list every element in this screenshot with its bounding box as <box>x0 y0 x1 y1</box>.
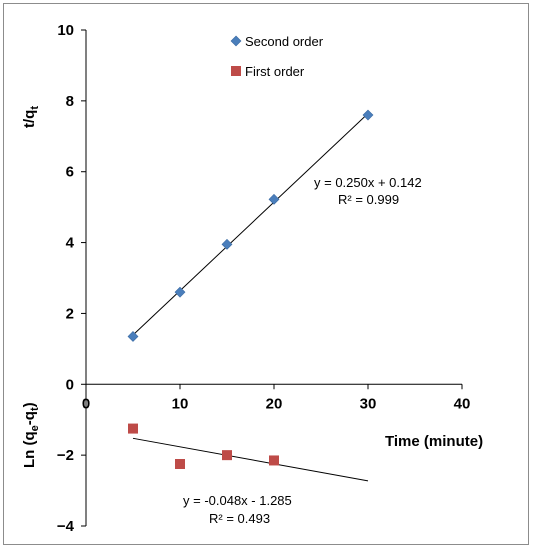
y-axis-title-lower-sub1: e <box>29 425 41 431</box>
legend-marker-second-order <box>230 35 242 47</box>
legend-square-icon <box>231 66 241 76</box>
y-axis-title-upper: t/qt <box>21 106 41 128</box>
data-point-second-order <box>221 238 233 250</box>
equation-second-order: y = 0.250x + 0.142 <box>314 175 422 190</box>
data-point-first-order <box>128 423 138 434</box>
data-point-first-order <box>222 450 232 461</box>
y-axis-title-upper-sub: t <box>29 106 41 110</box>
data-point-first-order <box>175 459 185 469</box>
axes <box>81 29 463 527</box>
legend: Second order First order <box>230 34 324 79</box>
data-point-second-order <box>174 286 186 298</box>
y-axis-title-lower: Ln (qe-qt) <box>21 402 41 468</box>
y-axis-title-lower-suffix: ) <box>21 402 38 407</box>
y-tick-label: 0 <box>66 376 74 393</box>
x-tick-label: 30 <box>360 395 377 412</box>
legend-marker-first-order <box>231 66 241 76</box>
legend-label-first-order: First order <box>245 64 305 79</box>
y-tick-label: −2 <box>57 447 74 464</box>
data-point-second-order <box>127 331 139 342</box>
data-point-second-order <box>268 193 280 205</box>
x-tick-label: 40 <box>454 395 471 412</box>
r-squared-first-order: R² = 0.493 <box>209 511 270 526</box>
data-point-second-order <box>362 109 374 121</box>
chart-frame <box>3 3 529 545</box>
trendline-first-order <box>132 437 369 482</box>
data-points <box>127 109 374 469</box>
x-tick-label: 20 <box>266 395 283 412</box>
y-axis-title-lower-mid: -q <box>21 411 38 425</box>
y-tick-label: 10 <box>57 22 74 39</box>
tick-labels: −4 −2 0 2 4 6 8 10 0 10 20 30 40 <box>57 22 470 535</box>
y-axis-title-upper-main: t/q <box>21 110 38 128</box>
y-tick-label: −4 <box>57 518 75 535</box>
r-squared-second-order: R² = 0.999 <box>338 192 399 207</box>
legend-diamond-icon <box>230 35 242 47</box>
y-tick-label: 2 <box>66 305 74 322</box>
y-tick-label: 8 <box>66 93 74 110</box>
legend-label-second-order: Second order <box>245 34 324 49</box>
y-tick-label: 4 <box>66 235 75 252</box>
x-tick-label: 10 <box>172 395 189 412</box>
y-axis-title-lower-prefix: Ln (q <box>21 431 38 468</box>
x-tick-label: 0 <box>82 395 90 412</box>
trendlines <box>132 113 369 482</box>
y-tick-label: 6 <box>66 164 74 181</box>
data-point-first-order <box>269 455 279 466</box>
y-axis-title-lower-sub2: t <box>29 407 41 411</box>
x-axis-title: Time (minute) <box>385 433 483 450</box>
trendline-second-order <box>132 113 369 336</box>
equation-first-order: y = -0.048x - 1.285 <box>183 493 292 508</box>
